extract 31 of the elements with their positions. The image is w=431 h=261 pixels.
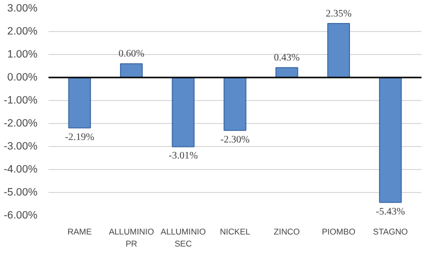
x-tick-label: STAGNO [373,226,408,236]
bar [327,22,350,78]
data-label: 0.43% [274,52,300,64]
bar [224,77,246,131]
y-tick-label: -3.00% [4,140,38,152]
bar [172,77,195,148]
data-label: 2.35% [326,8,352,20]
y-tick-label: -4.00% [4,164,38,176]
data-label: -2.19% [65,132,94,143]
y-tick-label: 0.00% [7,72,38,84]
x-tick-label: RAME [67,226,92,236]
bar [68,77,91,128]
y-tick-label: -5.00% [4,186,38,198]
y-tick-label: -6.00% [4,210,38,222]
bar [379,77,402,203]
y-tick-label: 2.00% [7,26,38,38]
bar [275,67,298,78]
x-tick-label: NICKEL [220,226,250,236]
data-label: -5.43% [376,206,406,218]
x-tick-label: ALLUMINIO PR [108,226,154,248]
x-tick-label: ZINCO [274,226,300,236]
data-label: -3.01% [168,150,198,162]
data-label: -2.30% [220,134,250,146]
y-tick-label: 3.00% [7,2,38,14]
y-tick-label: -2.00% [4,118,38,130]
x-tick-label: PIOMBO [322,226,356,236]
x-tick-label: ALLUMINIO SEC [160,226,206,248]
bar [120,63,143,78]
y-tick-label: 1.00% [7,48,38,60]
data-label: 0.60% [118,48,144,60]
y-tick-label: -1.00% [4,94,38,106]
